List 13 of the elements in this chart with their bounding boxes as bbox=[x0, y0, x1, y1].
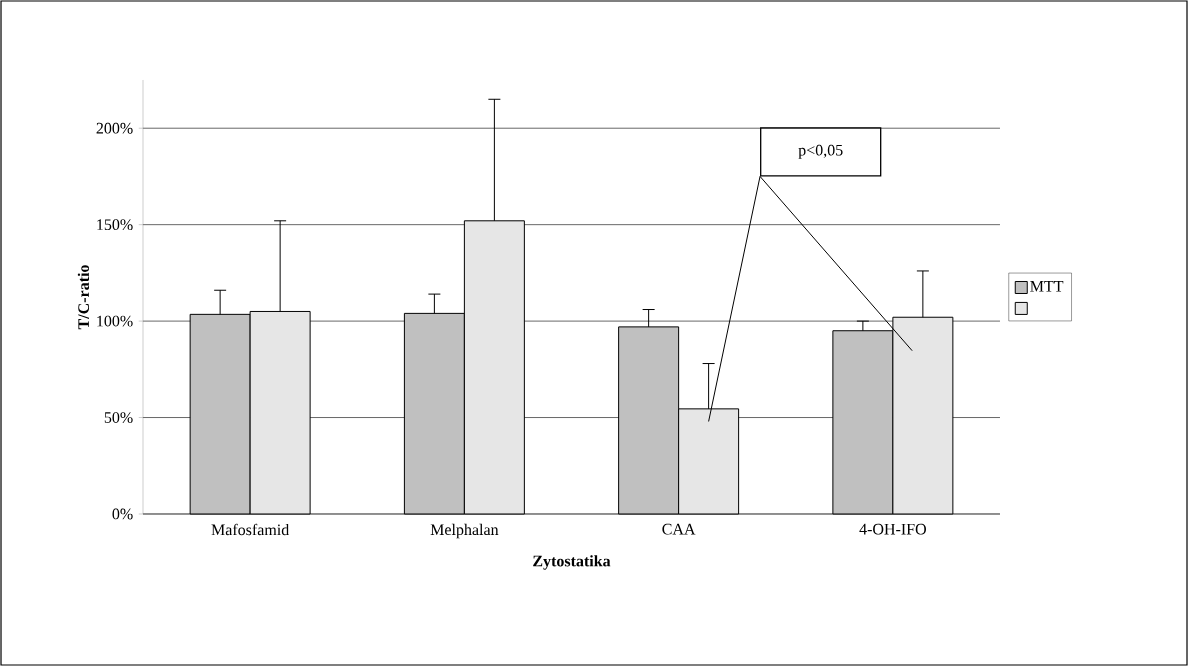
y-tick-label: 100% bbox=[97, 315, 133, 327]
y-tick-label: 50% bbox=[104, 412, 133, 423]
x-tick-label: CAA bbox=[662, 523, 696, 535]
x-tick-label: Melphalan bbox=[430, 523, 499, 539]
y-tick-label: 0% bbox=[112, 508, 133, 520]
y-tick-label: 200% bbox=[96, 122, 133, 134]
y-tick-label: 150% bbox=[97, 219, 133, 231]
x-tick-label: Mafosfamid bbox=[211, 523, 290, 536]
y-axis-title: T/C-ratio bbox=[77, 265, 90, 330]
x-tick-label: 4-OH-IFO bbox=[859, 523, 926, 535]
legend-label: MTT bbox=[1030, 281, 1064, 292]
x-axis-title: Zytostatika bbox=[533, 555, 611, 570]
annotation: p<0,05 bbox=[798, 144, 843, 159]
